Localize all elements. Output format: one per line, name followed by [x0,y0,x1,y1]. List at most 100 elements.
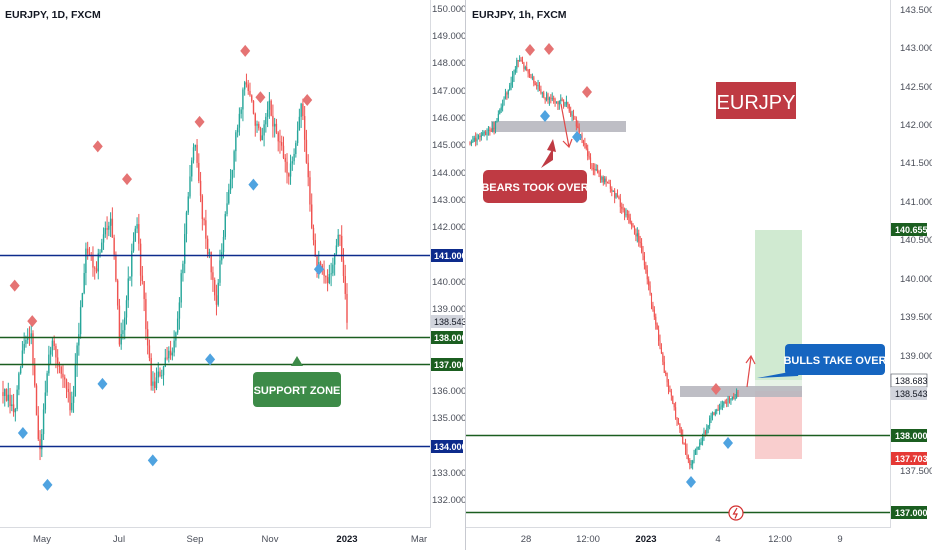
candle-body [53,340,55,347]
candle-body [727,397,729,403]
candle-body [561,99,563,101]
candle-body [704,431,706,434]
candle-body [18,373,20,390]
candle-body [235,132,237,152]
candle-body [335,245,338,254]
support-arrow-icon [291,356,303,366]
price-label-text: 141.000 [434,251,467,261]
y-tick-label: 142.000 [432,222,466,233]
candle-body [67,388,69,393]
candle-body [608,182,610,184]
candle-body [79,307,82,335]
candle-body [472,141,474,143]
price-label-137-h1 [891,506,927,519]
candle-body [496,120,498,123]
candle-body [81,293,84,308]
candle-body [309,177,311,205]
candle-body [631,222,633,226]
candle-body [208,251,211,255]
candle-body [511,76,514,83]
candle-body [604,178,606,183]
candle-body [537,85,539,87]
candle-body [690,464,692,466]
economic-event-marker[interactable] [728,505,744,521]
candle-body [330,273,332,275]
candle-body [162,366,165,376]
candle-body [523,62,525,69]
candle-body [166,357,168,359]
candle-body [25,339,27,344]
candle-body [184,233,186,264]
candle-body [35,385,38,416]
x-tick-label: 2023 [336,534,357,545]
candle-body [168,350,170,359]
candle-body [658,329,660,341]
price-label-text: 138.000 [434,333,467,343]
y-tick-label: 140.000 [432,277,466,288]
candle-body [693,454,695,461]
swing-low-marker [97,377,108,390]
right-levels [466,434,890,514]
candle-body [104,228,107,235]
candle-body [585,145,587,149]
candle-body [598,172,600,174]
candle-body [538,85,541,90]
right-chart-title: EURJPY, 1h, FXCM [472,9,567,21]
swing-high-marker [9,279,20,292]
candle-body [687,455,689,461]
candle-body [626,214,628,216]
left-price-labels: 141.000 138.543 138.000 137.000 134.000 [431,249,467,453]
right-chart-panel: 143.500 143.000 142.500 142.000 141.500 … [465,0,932,550]
candle-body [504,93,506,98]
candle-body [109,218,112,226]
candle-body [240,109,242,114]
candle-body [124,317,126,331]
candle-body [266,109,269,117]
candle-body [728,397,731,401]
candle-body [578,127,580,137]
candle-body [605,178,607,182]
candle-body [503,97,505,106]
candle-body [622,208,624,210]
candle-body [568,104,570,112]
candle-body [251,95,253,101]
candle-body [286,161,288,174]
event-circle-icon[interactable] [728,505,744,521]
candle-body [217,282,219,305]
candle-body [699,442,701,447]
swing-low-marker [723,437,733,449]
candle-body [4,388,6,397]
candle-body [344,276,346,294]
candle-body [131,250,133,277]
candle-body [625,214,627,216]
swing-high-marker [122,173,133,186]
x-tick-label: Mar [411,534,427,545]
bears-pointer-tip-icon [547,139,556,152]
candle-body [497,113,499,121]
candle-body [332,264,334,274]
candle-body [521,59,524,63]
candle-body [291,161,294,164]
stop-loss-zone [755,391,802,459]
symbol-badge [716,82,796,119]
candle-body [5,388,8,401]
candle-body [677,421,679,424]
candle-body [546,94,548,101]
candle-body [662,353,664,362]
candle-body [536,85,538,87]
candle-body [64,377,66,380]
x-tick-label: Jul [113,534,125,545]
candle-body [652,304,654,310]
candle-body [85,248,87,274]
candle-body [311,204,313,228]
candle-body [44,392,47,410]
candle-body [159,371,161,377]
bears-arrow-head-icon [562,138,573,149]
candle-body [531,77,533,79]
candle-body [194,144,196,148]
take-profit-price-text: 140.655 [895,225,928,235]
candle-body [599,172,602,180]
candle-body [277,132,279,142]
candle-body [587,148,589,157]
